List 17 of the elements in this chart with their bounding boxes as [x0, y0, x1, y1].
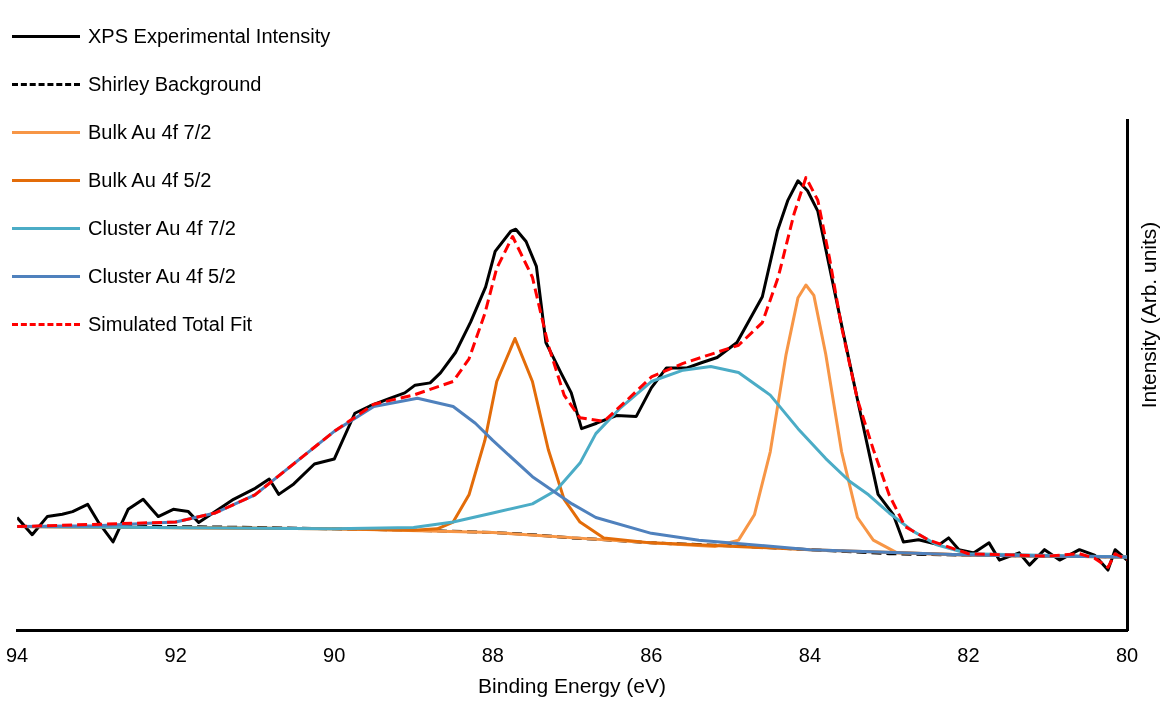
legend-label: Shirley Background — [88, 72, 262, 96]
x-tick-label: 86 — [640, 644, 663, 667]
x-tick-label: 82 — [957, 644, 980, 667]
x-tick-label: 88 — [481, 644, 504, 667]
legend-label: XPS Experimental Intensity — [88, 24, 331, 48]
legend-label: Cluster Au 4f 7/2 — [88, 216, 236, 240]
legend-label: Bulk Au 4f 5/2 — [88, 168, 212, 192]
x-tick-label: 84 — [798, 644, 822, 667]
x-tick-label: 90 — [323, 644, 346, 667]
legend-label: Bulk Au 4f 7/2 — [88, 120, 212, 144]
legend-label: Cluster Au 4f 5/2 — [88, 264, 236, 288]
x-tick-label: 94 — [6, 644, 29, 667]
x-axis-title: Binding Energy (eV) — [478, 674, 667, 698]
x-tick-label: 80 — [1115, 644, 1139, 667]
y-axis-title: Intensity (Arb. units) — [1137, 222, 1161, 409]
legend-label: Simulated Total Fit — [88, 312, 253, 336]
x-tick-label: 92 — [164, 644, 187, 667]
